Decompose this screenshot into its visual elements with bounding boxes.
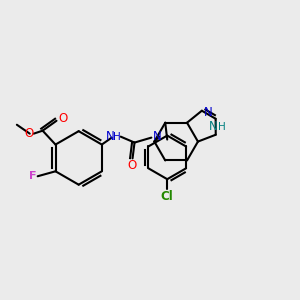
Text: Cl: Cl [161,190,174,202]
Text: N: N [106,130,115,143]
Text: O: O [58,112,68,125]
Text: O: O [25,127,34,140]
Text: N: N [153,130,162,143]
Text: H: H [113,132,121,142]
Text: N: N [209,120,218,133]
Text: H: H [218,122,226,132]
Text: O: O [127,159,136,172]
Text: N: N [203,106,212,119]
Text: F: F [29,171,37,181]
